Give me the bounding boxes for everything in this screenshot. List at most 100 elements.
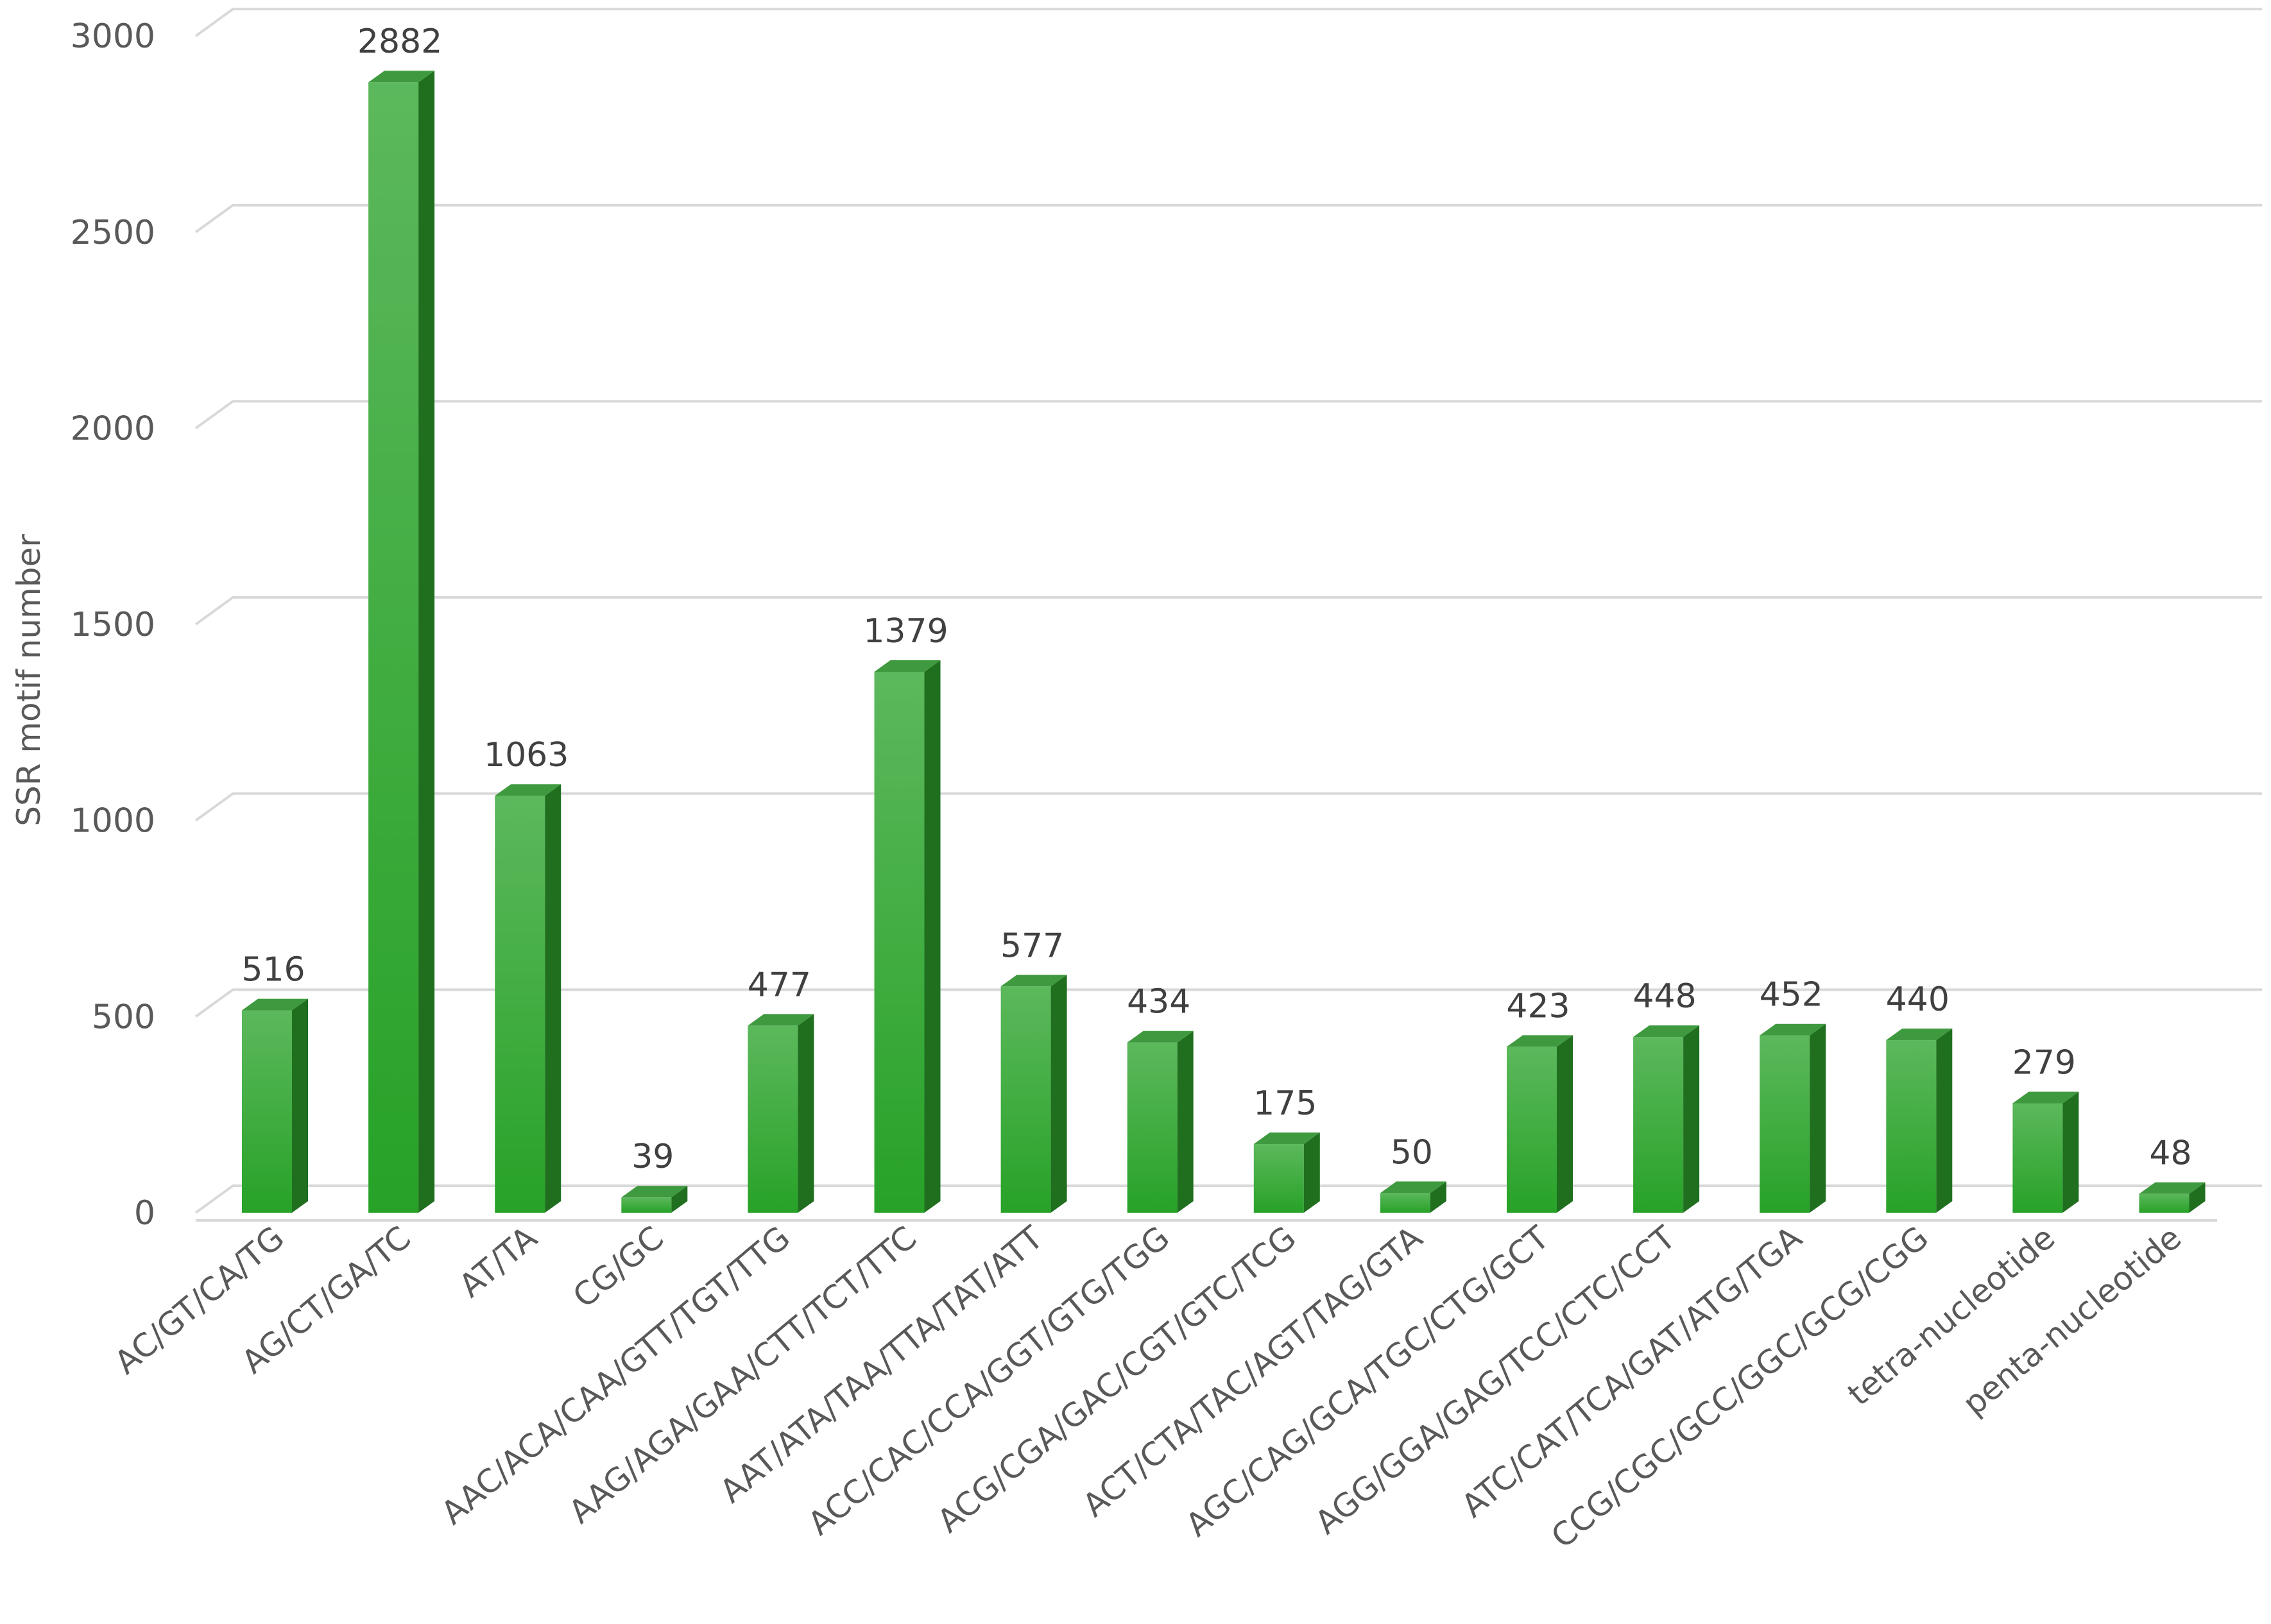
- bar-side: [2189, 1182, 2206, 1213]
- bar-front: [2012, 1103, 2063, 1213]
- bar: [2139, 1182, 2206, 1213]
- bar: [242, 998, 308, 1213]
- bar-front: [1507, 1047, 1557, 1213]
- bar-front: [368, 82, 419, 1213]
- data-label: 50: [1391, 1133, 1433, 1172]
- data-label: 577: [1000, 927, 1064, 965]
- bar-top: [1760, 1023, 1826, 1036]
- bar-side: [671, 1186, 688, 1213]
- bar-side: [1177, 1030, 1194, 1213]
- data-label: 477: [748, 966, 811, 1004]
- bar: [1507, 1035, 1573, 1213]
- bar: [874, 660, 941, 1213]
- bar: [1380, 1181, 1446, 1213]
- bar: [1633, 1025, 1700, 1213]
- x-category-label: AT/TA: [452, 1219, 544, 1305]
- bar-top: [1380, 1181, 1446, 1193]
- bar-front: [1633, 1037, 1684, 1213]
- data-label: 2882: [357, 22, 442, 61]
- bar: [495, 784, 561, 1213]
- bar: [1000, 975, 1067, 1213]
- bars: [242, 71, 2206, 1213]
- bar-front: [748, 1025, 798, 1213]
- data-label: 48: [2149, 1134, 2191, 1173]
- bar-top: [621, 1186, 688, 1198]
- data-label: 423: [1506, 987, 1570, 1025]
- bar-front: [242, 1010, 292, 1213]
- bar: [1760, 1023, 1826, 1213]
- data-label: 516: [241, 951, 305, 989]
- y-tick-label: 500: [92, 998, 155, 1036]
- bar: [1127, 1030, 1194, 1213]
- y-tick-label: 2500: [71, 214, 155, 252]
- x-category-label: CG/GC: [566, 1219, 671, 1315]
- bar-top: [2012, 1091, 2079, 1104]
- bar: [748, 1014, 814, 1213]
- bar-top: [748, 1014, 814, 1026]
- y-tick-label: 1500: [71, 606, 155, 644]
- data-label: 434: [1127, 983, 1190, 1021]
- y-tick-label: 0: [134, 1194, 155, 1233]
- bar-top: [1253, 1133, 1320, 1145]
- gridline: [194, 203, 2262, 234]
- bar-top: [495, 784, 561, 796]
- data-label: 1063: [484, 736, 569, 774]
- data-labels: 516 2882 1063 39 477 1379 577 434 175 50 423 448 452…: [241, 22, 2191, 1176]
- bar-side: [2062, 1091, 2079, 1213]
- bar-side: [1683, 1025, 1700, 1213]
- bar-top: [1127, 1030, 1194, 1043]
- bar-front: [1127, 1042, 1178, 1213]
- data-label: 440: [1886, 980, 1950, 1019]
- gridline: [194, 596, 2262, 626]
- bar-side: [798, 1014, 814, 1213]
- bar-side: [1050, 975, 1067, 1213]
- gridline: [194, 988, 2262, 1018]
- y-tick-label: 2000: [71, 409, 155, 448]
- data-label: 448: [1633, 977, 1696, 1016]
- bar: [1886, 1029, 1953, 1213]
- bar-front: [1886, 1040, 1937, 1213]
- gridlines: [194, 8, 2262, 1222]
- bar-front: [1380, 1193, 1430, 1213]
- bar-side: [1557, 1035, 1573, 1213]
- bar-front: [1253, 1144, 1304, 1213]
- bar-side: [1430, 1181, 1446, 1213]
- bar-front: [874, 672, 925, 1213]
- bar-side: [418, 71, 435, 1213]
- bar-side: [1936, 1029, 1953, 1213]
- y-axis-title: SSR motif number: [10, 534, 47, 826]
- bar-side: [1303, 1133, 1320, 1213]
- bar-side: [545, 784, 561, 1213]
- data-label: 1379: [863, 612, 948, 651]
- x-category-label: penta-nucleotide: [1956, 1219, 2189, 1423]
- bar-front: [495, 796, 545, 1213]
- bar-top: [1000, 975, 1067, 987]
- bar-top: [1507, 1035, 1573, 1047]
- bar: [368, 71, 435, 1213]
- bar-front: [2139, 1193, 2190, 1213]
- y-axis-ticks: 0 500 1000 1500 2000 2500 3000: [71, 17, 155, 1233]
- gridline: [194, 400, 2262, 430]
- y-tick-label: 1000: [71, 802, 155, 841]
- bar-top: [1633, 1025, 1700, 1038]
- bar: [1253, 1133, 1320, 1213]
- data-label: 39: [631, 1138, 674, 1176]
- bar-top: [368, 71, 435, 83]
- bar-side: [924, 660, 941, 1213]
- data-label: 175: [1253, 1084, 1317, 1123]
- bar-top: [874, 660, 941, 672]
- bar: [621, 1186, 688, 1213]
- bar-front: [621, 1197, 672, 1213]
- bar-front: [1760, 1035, 1810, 1213]
- floor-line: [194, 1184, 2262, 1214]
- bar-side: [292, 998, 308, 1213]
- bar: [2012, 1091, 2079, 1213]
- bar-top: [1886, 1029, 1953, 1041]
- bar-side: [1810, 1023, 1826, 1213]
- data-label: 279: [2012, 1043, 2076, 1082]
- gridline: [194, 792, 2262, 822]
- bar-top: [2139, 1182, 2206, 1194]
- x-category-label: tetra-nucleotide: [1840, 1219, 2062, 1413]
- gridline: [194, 8, 2262, 37]
